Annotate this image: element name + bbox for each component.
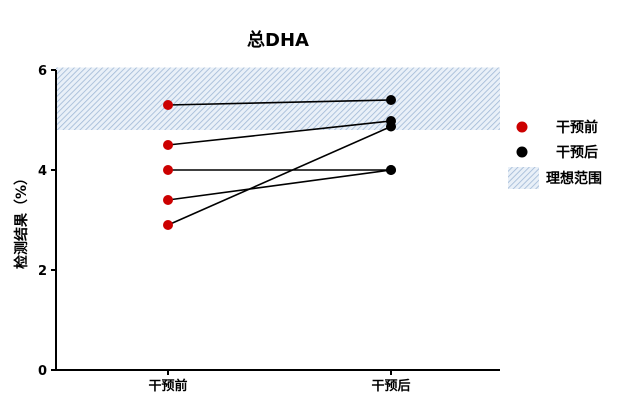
y-tick-label: 2 — [38, 264, 47, 279]
legend-band-swatch — [508, 167, 539, 189]
chart-title: 总DHA — [247, 29, 309, 51]
pair-line — [167, 125, 392, 226]
pair-line — [167, 169, 392, 201]
x-tick-label: 干预前 — [148, 378, 187, 394]
point-before — [163, 100, 173, 110]
x-tick-label: 干预后 — [371, 378, 410, 394]
y-tick-label: 4 — [38, 164, 47, 179]
legend-marker — [516, 121, 528, 133]
point-before — [163, 140, 173, 150]
legend-label: 理想范围 — [546, 170, 602, 187]
point-before — [163, 165, 173, 175]
legend-label: 干预后 — [556, 144, 598, 161]
y-tick-label: 0 — [38, 364, 47, 379]
reference-band — [56, 67, 500, 130]
point-after — [386, 165, 396, 175]
y-axis-label: 检测结果（%） — [13, 171, 30, 269]
legend-label: 干预前 — [556, 119, 598, 136]
point-before — [163, 195, 173, 205]
legend-marker — [516, 146, 528, 158]
point-after — [386, 95, 396, 105]
y-tick-label: 6 — [38, 64, 47, 79]
point-after — [386, 121, 396, 132]
point-before — [163, 220, 173, 230]
pair-line — [167, 120, 392, 146]
pair-line — [167, 99, 392, 106]
